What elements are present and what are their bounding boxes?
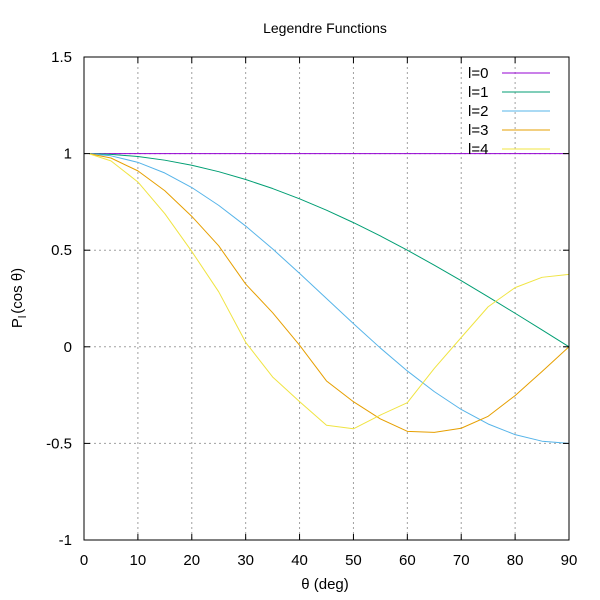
y-axis-label-subscript: l <box>17 316 29 318</box>
legend-label: l=0 <box>468 65 488 82</box>
series-line-l1 <box>89 153 570 348</box>
chart-title: Legendre Functions <box>263 20 387 36</box>
series-layer <box>89 153 570 444</box>
legend-label: l=2 <box>468 103 488 120</box>
y-tick-layer: -1 -0.5 0 0.5 1 1.5 <box>46 49 569 549</box>
x-tick-label: 50 <box>345 552 362 569</box>
x-tick-label: 90 <box>561 552 578 569</box>
legend: l=0 l=1 l=2 l=3 l=4 <box>468 65 550 158</box>
y-tick-label: 0 <box>64 339 72 356</box>
x-tick-layer: 0 10 20 30 40 50 60 70 80 90 <box>80 57 578 569</box>
plot-frame <box>83 56 570 541</box>
y-tick-label: 0.5 <box>51 242 72 259</box>
series-line-l2 <box>89 153 570 444</box>
legend-label: l=3 <box>468 122 488 139</box>
legend-label: l=4 <box>468 141 488 158</box>
x-tick-label: 40 <box>291 552 308 569</box>
x-tick-label: 80 <box>507 552 524 569</box>
y-tick-label: 1 <box>64 146 72 163</box>
x-tick-label: 70 <box>453 552 470 569</box>
x-tick-label: 10 <box>130 552 147 569</box>
x-tick-label: 20 <box>183 552 200 569</box>
y-tick-label: -1 <box>59 532 72 549</box>
series-line-l4 <box>89 153 570 430</box>
x-tick-label: 60 <box>399 552 416 569</box>
x-axis-label: θ (deg) <box>301 576 349 593</box>
series-line-l3 <box>89 153 570 433</box>
y-axis-label: Pl (cos θ) <box>9 268 29 328</box>
y-tick-label: -0.5 <box>46 435 72 452</box>
y-axis-label-tail: (cos θ) <box>9 268 26 314</box>
y-tick-label: 1.5 <box>51 49 72 66</box>
x-tick-label: 30 <box>237 552 254 569</box>
legend-label: l=1 <box>468 84 488 101</box>
y-axis-label-main: P <box>9 318 26 328</box>
x-tick-label: 0 <box>80 552 88 569</box>
